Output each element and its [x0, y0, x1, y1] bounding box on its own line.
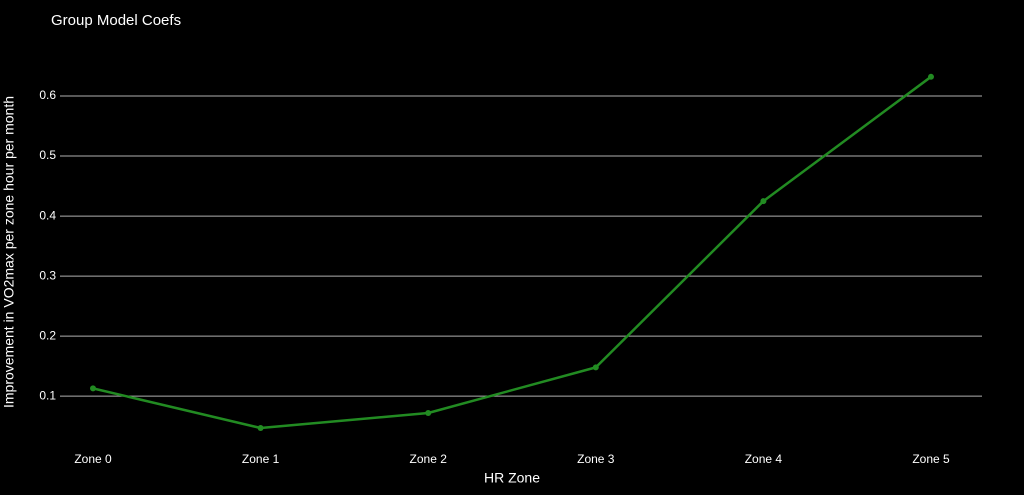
y-tick-label: 0.2 [39, 328, 56, 342]
point [760, 198, 767, 205]
x-tick-label: Zone 3 [577, 452, 615, 466]
x-tick-label: Zone 2 [410, 452, 448, 466]
point [928, 73, 934, 80]
y-tick-label: 0.4 [39, 208, 56, 222]
line [92, 75, 932, 430]
x-tick-label: Zone 0 [74, 452, 112, 466]
x-tick-label: Zone 5 [912, 452, 950, 466]
y-tick-label: 0.6 [39, 88, 56, 102]
x-tick-label: Zone 1 [242, 452, 280, 466]
y-tick-label: 0.5 [39, 148, 56, 162]
point [90, 385, 96, 392]
chart-title: Group Model Coefs [51, 12, 181, 29]
point [257, 424, 264, 431]
x-tick-label: Zone 4 [745, 452, 783, 466]
point [592, 364, 599, 371]
x-axis-title: HR Zone [484, 470, 540, 486]
y-tick-label: 0.3 [39, 268, 56, 282]
y-axis-title: Improvement in VO2max per zone hour per … [1, 96, 17, 408]
y-tick-label: 0.1 [39, 388, 56, 402]
point [425, 409, 432, 416]
